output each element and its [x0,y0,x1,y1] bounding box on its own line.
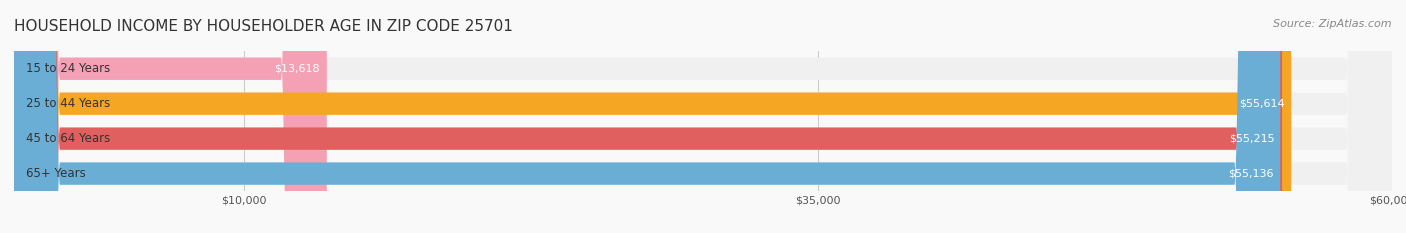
FancyBboxPatch shape [14,0,1392,233]
Text: 45 to 64 Years: 45 to 64 Years [25,132,110,145]
FancyBboxPatch shape [14,0,1392,233]
Text: HOUSEHOLD INCOME BY HOUSEHOLDER AGE IN ZIP CODE 25701: HOUSEHOLD INCOME BY HOUSEHOLDER AGE IN Z… [14,19,513,34]
Text: $55,215: $55,215 [1229,134,1275,144]
FancyBboxPatch shape [14,0,1282,233]
Text: $13,618: $13,618 [274,64,321,74]
FancyBboxPatch shape [14,0,1281,233]
Text: 65+ Years: 65+ Years [25,167,86,180]
FancyBboxPatch shape [14,0,326,233]
FancyBboxPatch shape [14,0,1291,233]
Text: 15 to 24 Years: 15 to 24 Years [25,62,110,75]
Text: Source: ZipAtlas.com: Source: ZipAtlas.com [1274,19,1392,29]
Text: $55,136: $55,136 [1227,169,1274,178]
FancyBboxPatch shape [14,0,1392,233]
Text: 25 to 44 Years: 25 to 44 Years [25,97,110,110]
Text: $55,614: $55,614 [1239,99,1284,109]
FancyBboxPatch shape [14,0,1392,233]
